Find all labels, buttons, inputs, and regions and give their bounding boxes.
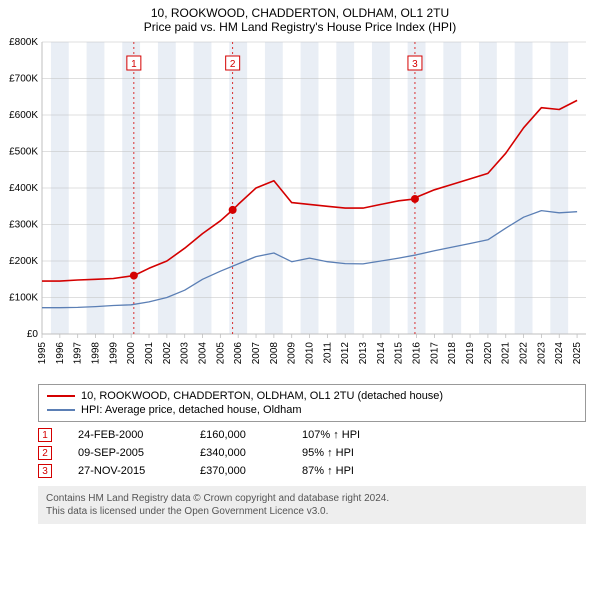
svg-text:£0: £0	[27, 329, 39, 340]
svg-text:2012: 2012	[340, 342, 351, 365]
svg-text:2018: 2018	[447, 342, 458, 365]
marker-num-1: 1	[38, 428, 52, 442]
disclaimer-line2: This data is licensed under the Open Gov…	[46, 505, 578, 518]
svg-text:£200K: £200K	[9, 256, 38, 267]
svg-text:2006: 2006	[233, 342, 244, 365]
svg-text:1998: 1998	[91, 342, 102, 365]
svg-text:2017: 2017	[429, 342, 440, 365]
chart-title-line1: 10, ROOKWOOD, CHADDERTON, OLDHAM, OL1 2T…	[0, 6, 600, 20]
svg-text:1: 1	[131, 59, 137, 70]
svg-text:2002: 2002	[162, 342, 173, 365]
svg-text:1999: 1999	[108, 342, 119, 365]
legend-row-subject: 10, ROOKWOOD, CHADDERTON, OLDHAM, OL1 2T…	[47, 389, 577, 403]
chart-svg: £0 £100K £200K £300K £400K £500K £600K £700K £80…	[0, 36, 600, 376]
svg-text:£500K: £500K	[9, 147, 38, 158]
chart-title-line2: Price paid vs. HM Land Registry's House …	[0, 20, 600, 34]
marker-date-3: 27-NOV-2015	[78, 465, 178, 477]
marker-price-1: £160,000	[200, 429, 280, 441]
legend-swatch-hpi	[47, 405, 75, 415]
svg-text:2009: 2009	[287, 342, 298, 365]
svg-text:3: 3	[412, 59, 418, 70]
marker-table: 1 24-FEB-2000 £160,000 107% ↑ HPI 2 09-S…	[38, 426, 586, 480]
svg-text:£700K: £700K	[9, 74, 38, 85]
svg-text:2015: 2015	[394, 342, 405, 365]
marker-row-2: 2 09-SEP-2005 £340,000 95% ↑ HPI	[38, 444, 586, 462]
svg-text:2020: 2020	[483, 342, 494, 365]
marker-date-1: 24-FEB-2000	[78, 429, 178, 441]
plot-area: £0 £100K £200K £300K £400K £500K £600K £700K £80…	[0, 36, 600, 376]
svg-text:2000: 2000	[126, 342, 137, 365]
svg-text:£300K: £300K	[9, 220, 38, 231]
svg-text:£800K: £800K	[9, 37, 38, 48]
marker-price-3: £370,000	[200, 465, 280, 477]
svg-text:2023: 2023	[536, 342, 547, 365]
svg-text:2013: 2013	[358, 342, 369, 365]
svg-text:2001: 2001	[144, 342, 155, 365]
svg-text:£100K: £100K	[9, 293, 38, 304]
svg-text:2021: 2021	[501, 342, 512, 365]
svg-text:2016: 2016	[412, 342, 423, 365]
marker-pct-1: 107% ↑ HPI	[302, 429, 392, 441]
marker-row-1: 1 24-FEB-2000 £160,000 107% ↑ HPI	[38, 426, 586, 444]
svg-text:2008: 2008	[269, 342, 280, 365]
legend: 10, ROOKWOOD, CHADDERTON, OLDHAM, OL1 2T…	[38, 384, 586, 422]
marker-price-2: £340,000	[200, 447, 280, 459]
svg-text:2003: 2003	[180, 342, 191, 365]
marker-pct-2: 95% ↑ HPI	[302, 447, 392, 459]
chart-title-block: 10, ROOKWOOD, CHADDERTON, OLDHAM, OL1 2T…	[0, 0, 600, 36]
svg-text:2004: 2004	[198, 342, 209, 365]
svg-text:2022: 2022	[519, 342, 530, 365]
legend-label-hpi: HPI: Average price, detached house, Oldh…	[81, 404, 302, 416]
svg-text:2024: 2024	[554, 342, 565, 365]
marker-num-3: 3	[38, 464, 52, 478]
svg-text:1996: 1996	[55, 342, 66, 365]
svg-text:2011: 2011	[322, 342, 333, 364]
svg-text:£400K: £400K	[9, 183, 38, 194]
marker-row-3: 3 27-NOV-2015 £370,000 87% ↑ HPI	[38, 462, 586, 480]
svg-text:1995: 1995	[37, 342, 48, 365]
svg-text:1997: 1997	[73, 342, 84, 365]
legend-swatch-subject	[47, 391, 75, 401]
svg-text:2025: 2025	[572, 342, 583, 365]
marker-pct-3: 87% ↑ HPI	[302, 465, 392, 477]
svg-text:2005: 2005	[215, 342, 226, 365]
marker-num-2: 2	[38, 446, 52, 460]
disclaimer: Contains HM Land Registry data © Crown c…	[38, 486, 586, 524]
legend-label-subject: 10, ROOKWOOD, CHADDERTON, OLDHAM, OL1 2T…	[81, 390, 443, 402]
svg-text:2014: 2014	[376, 342, 387, 365]
marker-date-2: 09-SEP-2005	[78, 447, 178, 459]
svg-text:2: 2	[230, 59, 236, 70]
disclaimer-line1: Contains HM Land Registry data © Crown c…	[46, 492, 578, 505]
svg-text:2007: 2007	[251, 342, 262, 365]
svg-text:2010: 2010	[305, 342, 316, 365]
chart-container: 10, ROOKWOOD, CHADDERTON, OLDHAM, OL1 2T…	[0, 0, 600, 524]
legend-row-hpi: HPI: Average price, detached house, Oldh…	[47, 403, 577, 417]
svg-text:£600K: £600K	[9, 110, 38, 121]
svg-text:2019: 2019	[465, 342, 476, 365]
